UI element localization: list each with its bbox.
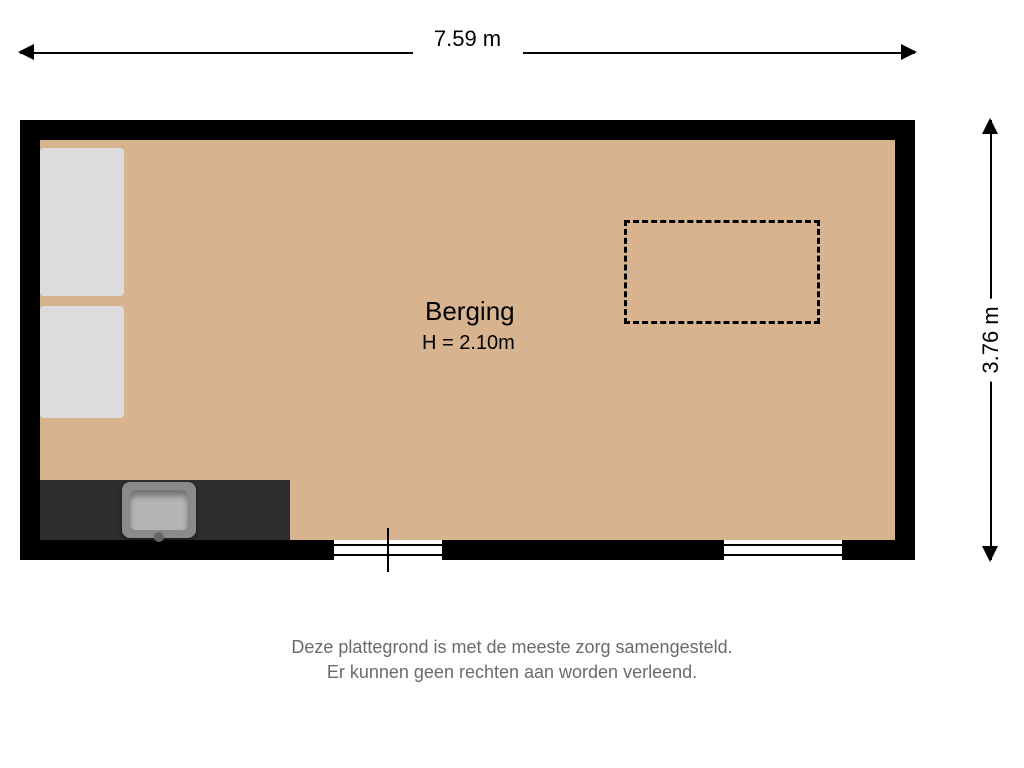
appliance-bottom	[40, 306, 124, 418]
window-frame-line	[724, 554, 842, 556]
floorplan-container: 7.59 m 3.76 m Berging H = 2.10m	[0, 0, 1024, 768]
disclaimer-line1: Deze plattegrond is met de meeste zorg s…	[0, 635, 1024, 660]
window-frame-line	[724, 544, 842, 546]
dimension-right-label: 3.76 m	[976, 298, 1006, 381]
disclaimer-line2: Er kunnen geen rechten aan worden verlee…	[0, 660, 1024, 685]
sink	[122, 482, 196, 538]
faucet-icon	[154, 532, 164, 542]
dimension-right-arrow-bottom-icon	[982, 546, 998, 562]
room-name: Berging	[425, 296, 515, 327]
door-swing-icon	[387, 528, 389, 572]
dimension-top: 7.59 m	[20, 38, 915, 68]
room-floor: Berging H = 2.10m	[40, 140, 895, 540]
disclaimer: Deze plattegrond is met de meeste zorg s…	[0, 635, 1024, 685]
dimension-top-arrow-left-icon	[18, 44, 34, 60]
dimension-right-arrow-top-icon	[982, 118, 998, 134]
dimension-right: 3.76 m	[976, 120, 1006, 560]
appliance-top	[40, 148, 124, 296]
room-height: H = 2.10m	[422, 332, 515, 355]
ceiling-hatch	[624, 220, 820, 324]
dimension-top-arrow-right-icon	[901, 44, 917, 60]
window-opening	[724, 540, 842, 560]
sink-basin	[130, 490, 188, 530]
door-opening	[334, 540, 442, 560]
dimension-top-label: 7.59 m	[413, 24, 523, 56]
floorplan: Berging H = 2.10m	[20, 120, 915, 560]
